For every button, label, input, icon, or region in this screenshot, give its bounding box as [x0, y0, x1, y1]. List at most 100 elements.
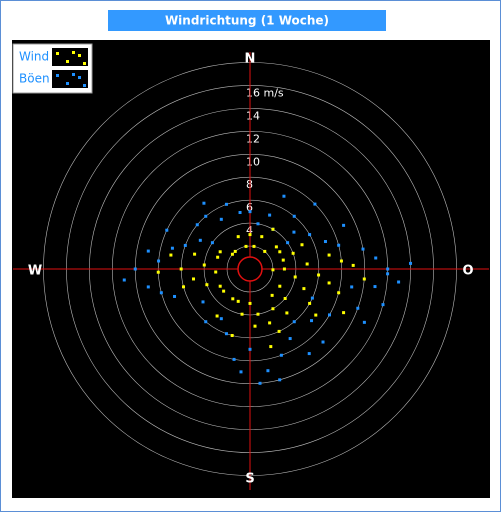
- data-point: [256, 312, 260, 316]
- data-point: [195, 223, 199, 227]
- direction-label: N: [245, 52, 256, 67]
- data-point: [218, 284, 222, 288]
- data-point: [268, 213, 272, 217]
- legend-dot: [78, 54, 81, 57]
- data-point: [327, 313, 331, 317]
- chart-title: Windrichtung (1 Woche): [165, 14, 329, 28]
- data-point: [356, 306, 360, 310]
- data-point: [288, 337, 292, 341]
- data-point: [252, 244, 256, 248]
- data-point: [170, 246, 174, 250]
- data-point: [282, 267, 286, 271]
- data-point: [323, 240, 327, 244]
- data-point: [256, 222, 260, 226]
- legend-label: Wind: [19, 50, 49, 64]
- data-point: [173, 294, 177, 298]
- data-point: [283, 297, 287, 301]
- data-point: [307, 352, 311, 356]
- data-point: [266, 369, 270, 373]
- legend-dot: [72, 73, 75, 76]
- data-point: [321, 340, 325, 344]
- data-point: [278, 378, 282, 382]
- legend-swatch: [52, 70, 88, 88]
- data-point: [282, 194, 286, 198]
- r-tick-label: 16 m/s: [246, 86, 284, 99]
- data-point: [327, 253, 331, 257]
- data-point: [230, 333, 234, 337]
- data-point: [210, 241, 214, 245]
- data-point: [271, 227, 275, 231]
- data-point: [122, 278, 126, 282]
- data-point: [373, 285, 377, 289]
- data-point: [183, 243, 187, 247]
- data-point: [397, 280, 401, 284]
- data-point: [179, 267, 183, 271]
- data-point: [201, 300, 205, 304]
- data-point: [248, 210, 252, 214]
- data-point: [409, 261, 413, 265]
- data-point: [381, 303, 385, 307]
- data-point: [339, 259, 343, 263]
- data-point: [248, 301, 252, 305]
- data-point: [277, 329, 281, 333]
- data-point: [362, 320, 366, 324]
- data-point: [292, 230, 296, 234]
- data-point: [230, 252, 234, 256]
- data-point: [231, 297, 235, 301]
- data-point: [342, 311, 346, 315]
- data-point: [268, 321, 272, 325]
- legend-label: Böen: [19, 72, 50, 86]
- data-point: [216, 255, 220, 259]
- data-point: [313, 202, 317, 206]
- data-point: [219, 217, 223, 221]
- direction-label: W: [28, 264, 42, 279]
- data-point: [281, 258, 285, 262]
- data-point: [374, 256, 378, 260]
- data-point: [350, 285, 354, 289]
- data-point: [202, 263, 206, 267]
- data-point: [218, 250, 222, 254]
- data-point: [222, 289, 226, 293]
- data-point: [219, 317, 223, 321]
- data-point: [291, 251, 295, 255]
- data-point: [361, 247, 365, 251]
- data-point: [305, 262, 309, 266]
- data-point: [386, 272, 390, 276]
- data-point: [310, 296, 314, 300]
- data-point: [292, 320, 296, 324]
- data-point: [236, 299, 240, 303]
- data-point: [278, 250, 282, 254]
- data-point: [258, 381, 262, 385]
- title-bar: [108, 10, 386, 31]
- data-point: [248, 233, 252, 237]
- data-point: [308, 233, 312, 237]
- data-point: [300, 243, 304, 247]
- data-point: [215, 314, 219, 318]
- data-point: [362, 277, 366, 281]
- data-point: [310, 319, 314, 323]
- data-point: [248, 347, 252, 351]
- data-point: [133, 267, 137, 271]
- data-point: [260, 235, 264, 239]
- r-tick-label: 14: [246, 109, 260, 122]
- data-point: [240, 312, 244, 316]
- data-point: [351, 263, 355, 267]
- data-point: [193, 252, 197, 256]
- data-point: [202, 201, 206, 205]
- data-point: [239, 370, 243, 374]
- legend-dot: [78, 76, 81, 79]
- data-point: [192, 277, 196, 281]
- data-point: [224, 202, 228, 206]
- data-point: [292, 214, 296, 218]
- data-point: [244, 244, 248, 248]
- r-tick-label: 12: [246, 132, 260, 145]
- data-point: [204, 320, 208, 324]
- data-point: [271, 268, 275, 272]
- data-point: [279, 353, 283, 357]
- data-point: [302, 287, 306, 291]
- r-tick-label: 10: [246, 155, 260, 168]
- data-point: [146, 249, 150, 253]
- data-point: [238, 211, 242, 215]
